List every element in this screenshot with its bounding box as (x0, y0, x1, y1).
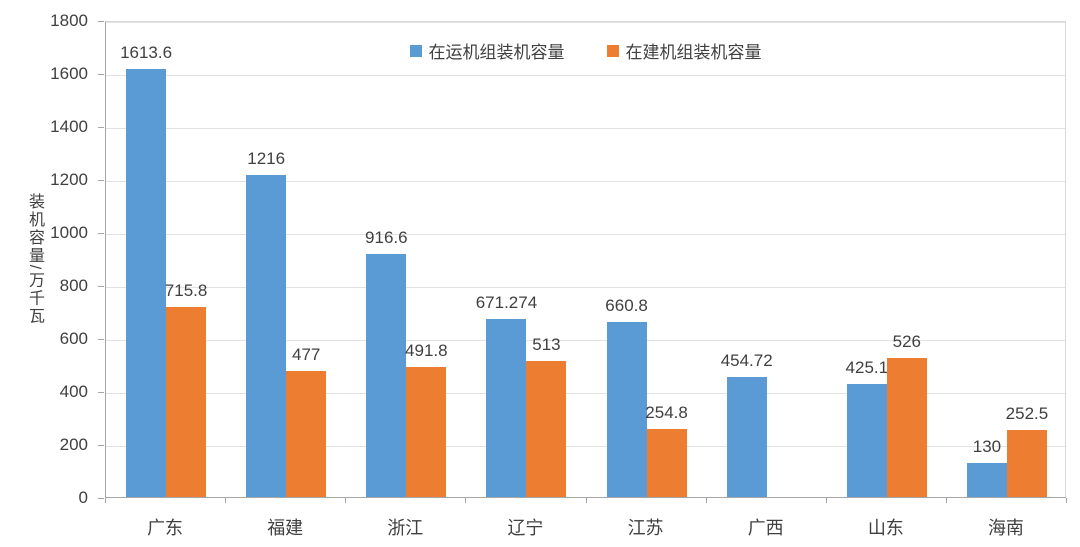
gridline (106, 393, 1065, 394)
x-category-label-海南: 海南 (987, 518, 1024, 538)
y-tick-mark (98, 339, 104, 340)
bar-海南-s2 (1006, 430, 1047, 497)
x-category-label-广东: 广东 (147, 518, 184, 538)
x-category-label-福建: 福建 (267, 518, 304, 538)
bar-value-label: 252.5 (1005, 404, 1049, 424)
bar-value-label: 513 (532, 335, 561, 355)
x-tick-mark (465, 498, 467, 503)
x-category-label-浙江: 浙江 (387, 518, 424, 538)
bar-value-label: 254.8 (645, 403, 688, 423)
gridline (106, 75, 1065, 76)
x-tick-mark (225, 498, 227, 503)
y-tick-label: 1000 (50, 223, 88, 242)
x-tick-mark (345, 498, 347, 503)
x-tick-mark (1066, 498, 1067, 503)
gridline (106, 128, 1065, 129)
bar-浙江-s1 (366, 254, 407, 497)
gridline (106, 234, 1065, 235)
x-category-label-广西: 广西 (747, 518, 784, 538)
y-tick-mark (98, 392, 104, 393)
y-tick-label: 1200 (50, 170, 88, 189)
gridline (106, 340, 1065, 341)
y-tick-mark (98, 286, 104, 287)
bar-山东-s1 (846, 384, 887, 497)
bar-浙江-s2 (406, 366, 447, 497)
bar-value-label: 660.8 (605, 295, 648, 315)
bar-江苏-s2 (646, 429, 687, 497)
bar-广东-s1 (126, 69, 167, 497)
y-tick-label: 400 (59, 382, 88, 401)
y-tick-mark (98, 127, 104, 128)
bar-value-label: 671.274 (475, 293, 538, 313)
y-tick-mark (98, 21, 104, 22)
bar-value-label: 1613.6 (120, 43, 173, 63)
y-tick-mark (98, 445, 104, 446)
bar-value-label: 715.8 (164, 281, 208, 301)
bar-value-label: 477 (292, 344, 321, 364)
y-tick-label: 1800 (50, 11, 88, 30)
bar-辽宁-s2 (526, 361, 567, 497)
y-tick-label: 1600 (50, 64, 88, 83)
bar-福建-s1 (246, 174, 287, 497)
y-tick-label: 1400 (50, 117, 88, 136)
bar-value-label: 1216 (247, 148, 286, 168)
x-tick-mark (585, 498, 587, 503)
bar-value-label: 425.1 (845, 358, 889, 378)
gridline (106, 287, 1065, 288)
bar-福建-s2 (286, 370, 327, 497)
y-tick-mark (98, 74, 104, 75)
bar-山东-s2 (886, 357, 927, 497)
x-tick-mark (705, 498, 707, 503)
bar-辽宁-s1 (486, 319, 527, 497)
x-category-label-山东: 山东 (867, 518, 904, 538)
bar-海南-s1 (966, 462, 1007, 497)
x-tick-mark (945, 498, 947, 503)
y-tick-label: 0 (78, 488, 88, 507)
y-tick-mark (98, 180, 104, 181)
y-tick-mark (98, 233, 104, 234)
gridline (106, 22, 1065, 23)
y-tick-label: 800 (59, 276, 88, 295)
bar-value-label: 526 (892, 331, 921, 351)
bar-value-label: 916.6 (365, 228, 408, 248)
bar-江苏-s1 (606, 321, 647, 497)
y-axis-title: 装机容量/万千瓦 (26, 192, 43, 326)
x-category-label-江苏: 江苏 (627, 518, 664, 538)
gridline (106, 446, 1065, 447)
gridline (106, 181, 1065, 182)
x-tick-mark (105, 498, 106, 503)
y-tick-label: 200 (59, 435, 88, 454)
bar-广东-s2 (166, 307, 207, 497)
bar-value-label: 491.8 (405, 340, 448, 360)
bar-value-label: 130 (972, 436, 1002, 456)
x-tick-mark (825, 498, 827, 503)
plot-area: 1613.6 1216 916.6 671.274 660.8 454.72 425.1 13… (105, 21, 1066, 498)
y-tick-label: 600 (59, 329, 88, 348)
x-category-label-辽宁: 辽宁 (507, 518, 544, 538)
bar-value-label: 454.72 (720, 350, 773, 370)
bar-广西-s1 (726, 376, 767, 497)
y-tick-mark (98, 498, 104, 499)
